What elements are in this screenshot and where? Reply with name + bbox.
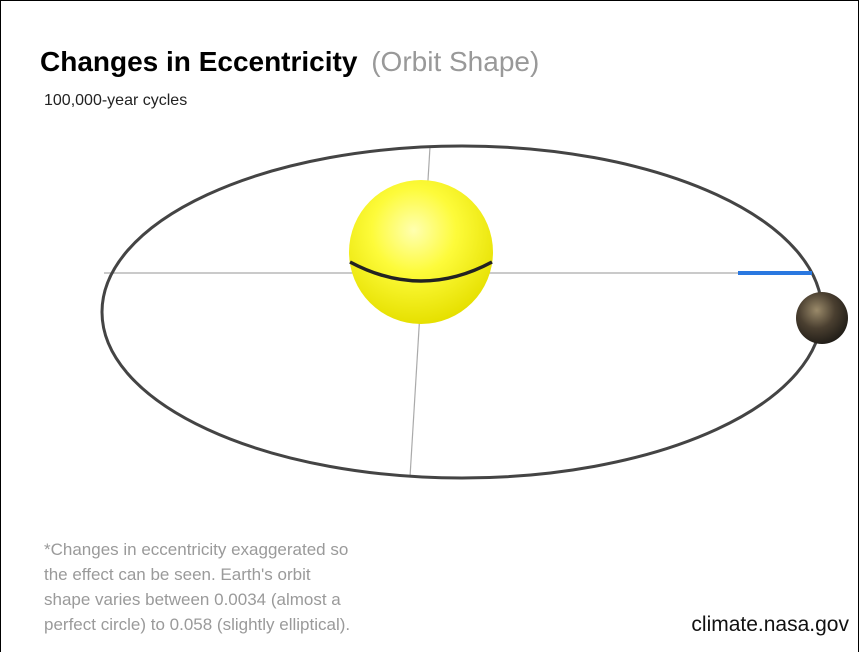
footnote-line: *Changes in eccentricity exaggerated so bbox=[44, 540, 348, 559]
footnote-line: the effect can be seen. Earth's orbit bbox=[44, 565, 311, 584]
title-main: Changes in Eccentricity bbox=[40, 46, 358, 77]
earth bbox=[796, 292, 848, 344]
footnote-line: shape varies between 0.0034 (almost a bbox=[44, 590, 341, 609]
sun bbox=[349, 180, 493, 324]
subtitle: 100,000-year cycles bbox=[44, 92, 187, 109]
title: Changes in Eccentricity (Orbit Shape) bbox=[40, 46, 539, 77]
title-note: (Orbit Shape) bbox=[371, 46, 539, 77]
credit: climate.nasa.gov bbox=[691, 613, 849, 636]
diagram: Changes in Eccentricity (Orbit Shape) 10… bbox=[0, 0, 859, 652]
footnote-line: perfect circle) to 0.058 (slightly ellip… bbox=[44, 615, 350, 634]
